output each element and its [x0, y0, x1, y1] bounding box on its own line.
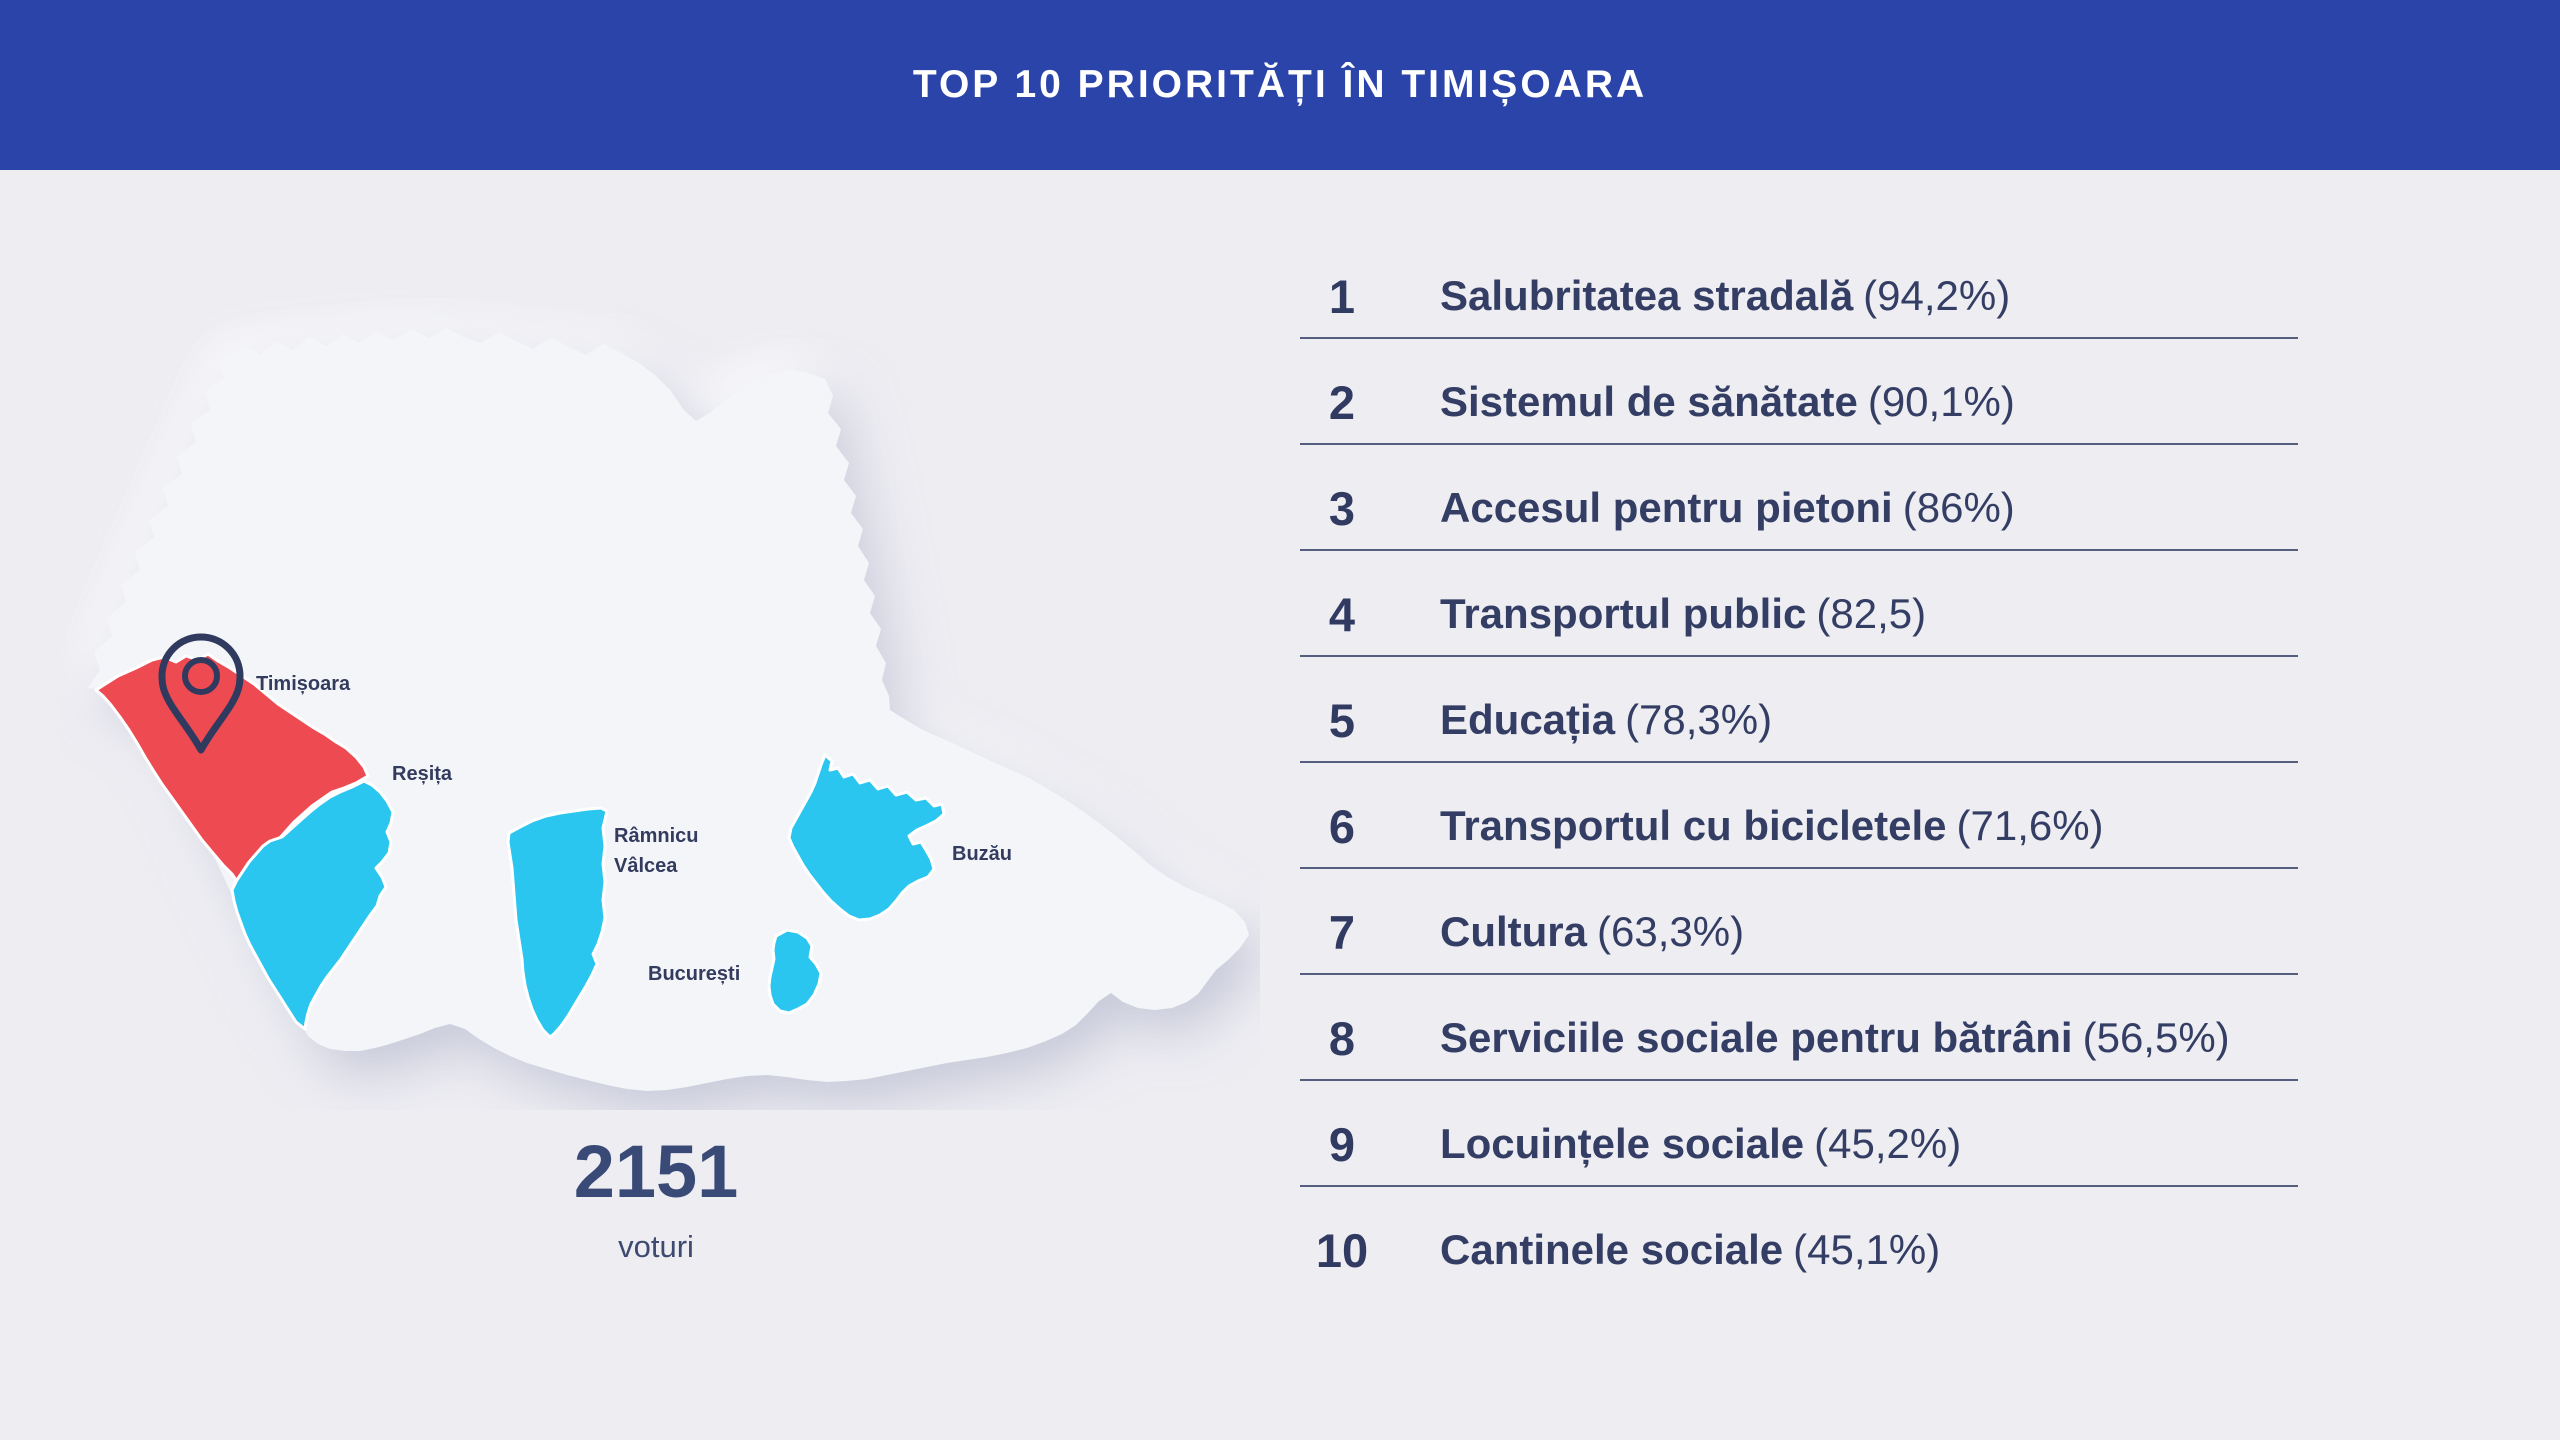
romania-map: Timișoara Reșița Râmnicu Vâlcea Bucureșt…	[60, 280, 1260, 1110]
county-timis-highlight	[94, 652, 370, 888]
page-title: TOP 10 PRIORITĂȚI ÎN TIMIȘOARA	[912, 63, 1648, 106]
votes-summary: 2151 voturi	[456, 1135, 856, 1265]
priority-value: (78,3%)	[1625, 696, 1773, 743]
map-label-ramnicu-valcea-line2: Vâlcea	[614, 855, 678, 877]
priority-row: 10 Cantinele sociale (45,1%)	[1300, 1197, 2298, 1303]
priority-row: 5 Educația (78,3%)	[1300, 667, 2298, 773]
priority-row: 1 Salubritatea stradală (94,2%)	[1300, 243, 2298, 349]
priority-value: (45,1%)	[1793, 1226, 1941, 1273]
priority-value: (45,2%)	[1814, 1120, 1962, 1167]
priority-rank: 4	[1328, 587, 1356, 641]
priority-value: (94,2%)	[1863, 272, 2011, 319]
priority-rank: 6	[1328, 799, 1356, 853]
priority-rank: 8	[1328, 1011, 1356, 1065]
romania-map-svg: Timișoara Reșița Râmnicu Vâlcea Bucureșt…	[88, 328, 1249, 1091]
priority-rank: 3	[1328, 481, 1356, 535]
priority-rank: 9	[1328, 1117, 1356, 1171]
county-caras-severin-highlight	[230, 779, 395, 1031]
map-label-resita: Reșița	[392, 763, 453, 785]
priority-rank: 1	[1328, 269, 1356, 323]
priority-row: 6 Transportul cu bicicletele (71,6%)	[1300, 773, 2298, 879]
priority-name: Educația	[1440, 696, 1616, 743]
priority-name: Cantinele sociale	[1440, 1226, 1784, 1273]
priority-value: (63,3%)	[1597, 908, 1745, 955]
priority-row: 4 Transportul public (82,5)	[1300, 561, 2298, 667]
header-bar: TOP 10 PRIORITĂȚI ÎN TIMIȘOARA	[0, 0, 2560, 170]
priority-row: 2 Sistemul de sănătate (90,1%)	[1300, 349, 2298, 455]
priority-value: (90,1%)	[1867, 378, 2015, 425]
priority-list: 1 Salubritatea stradală (94,2%) 2 Sistemu…	[1300, 243, 2298, 1303]
priority-value: (71,6%)	[1956, 802, 2104, 849]
priority-row: 3 Accesul pentru pietoni (86%)	[1300, 455, 2298, 561]
priority-rank: 10	[1315, 1223, 1369, 1277]
priority-name: Cultura	[1440, 908, 1587, 955]
map-label-timisoara: Timișoara	[256, 673, 351, 695]
priority-rank: 7	[1328, 905, 1356, 959]
priority-value: (86%)	[1902, 484, 2015, 531]
priority-name: Salubritatea stradală	[1440, 272, 1854, 319]
priority-row: 9 Locuințele sociale (45,2%)	[1300, 1091, 2298, 1197]
priority-name: Sistemul de sănătate	[1440, 378, 1858, 425]
county-bucuresti-highlight	[767, 928, 823, 1015]
priority-row: 7 Cultura (63,3%)	[1300, 879, 2298, 985]
votes-label: voturi	[618, 1229, 694, 1264]
priority-name: Locuințele sociale	[1440, 1120, 1805, 1167]
map-label-buzau: Buzău	[952, 843, 1012, 865]
county-valcea-highlight	[506, 806, 609, 1039]
priority-name: Transportul public	[1440, 590, 1807, 637]
votes-count: 2151	[573, 1130, 739, 1213]
priority-name: Accesul pentru pietoni	[1440, 484, 1893, 531]
priority-value: (56,5%)	[2082, 1014, 2230, 1061]
priority-name: Transportul cu bicicletele	[1440, 802, 1947, 849]
county-buzau-highlight	[787, 753, 946, 922]
priority-row: 8 Serviciile sociale pentru bătrâni (56,5…	[1300, 985, 2298, 1091]
priority-value: (82,5)	[1816, 590, 1927, 637]
priority-name: Serviciile sociale pentru bătrâni	[1440, 1014, 2073, 1061]
map-label-ramnicu-valcea-line1: Râmnicu	[614, 825, 698, 847]
priority-rank: 2	[1328, 375, 1356, 429]
priority-rank: 5	[1328, 693, 1356, 747]
location-pin-icon	[158, 633, 244, 754]
map-label-bucuresti: București	[648, 963, 740, 985]
